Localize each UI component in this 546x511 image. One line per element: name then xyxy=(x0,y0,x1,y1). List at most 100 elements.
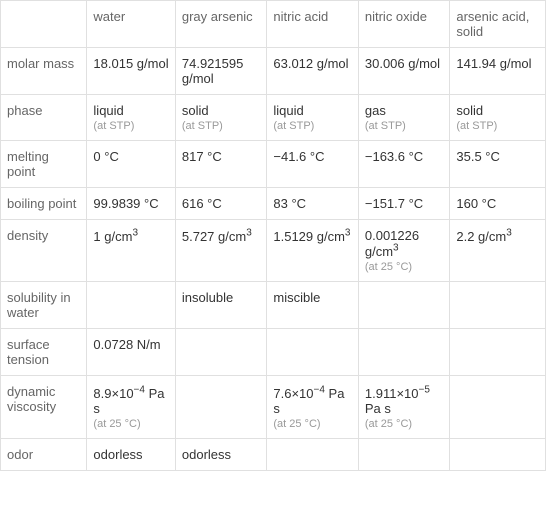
table-cell: 160 °C xyxy=(450,188,546,220)
table-row: dynamic viscosity8.9×10−4 Pa s (at 25 °C)… xyxy=(1,376,546,438)
table-row: density 1 g/cm3 5.727 g/cm3 1.5129 g/cm3 0.0… xyxy=(1,220,546,282)
column-header: arsenic acid, solid xyxy=(450,1,546,48)
table-row: solubility in water insoluble miscible xyxy=(1,282,546,329)
table-cell: 0.0728 N/m xyxy=(87,329,175,376)
cell-value: 35.5 °C xyxy=(456,149,500,164)
cell-value: odorless xyxy=(182,447,231,462)
column-header: nitric acid xyxy=(267,1,359,48)
table-cell xyxy=(450,438,546,470)
cell-value: −41.6 °C xyxy=(273,149,324,164)
table-cell: 74.921595 g/mol xyxy=(175,48,267,95)
table-body: molar mass 18.015 g/mol 74.921595 g/mol 63.… xyxy=(1,48,546,471)
column-header: nitric oxide xyxy=(358,1,450,48)
table-cell xyxy=(267,329,359,376)
table-cell: 0 °C xyxy=(87,141,175,188)
table-cell: solid (at STP) xyxy=(450,95,546,141)
cell-value: 63.012 g/mol xyxy=(273,56,348,71)
cell-value: 160 °C xyxy=(456,196,496,211)
table-row: boiling point 99.9839 °C 616 °C 83 °C −151.7… xyxy=(1,188,546,220)
table-cell: 35.5 °C xyxy=(450,141,546,188)
table-cell: 8.9×10−4 Pa s (at 25 °C) xyxy=(87,376,175,438)
row-header: surface tension xyxy=(1,329,87,376)
table-cell: 5.727 g/cm3 xyxy=(175,220,267,282)
table-cell: gas(at STP) xyxy=(358,95,450,141)
table-cell: 141.94 g/mol xyxy=(450,48,546,95)
cell-value: 5.727 g/cm3 xyxy=(182,229,252,244)
header-row: water gray arsenic nitric acid nitric ox… xyxy=(1,1,546,48)
row-header: solubility in water xyxy=(1,282,87,329)
table-cell xyxy=(267,438,359,470)
table-cell: odorless xyxy=(87,438,175,470)
table-row: surface tension 0.0728 N/m xyxy=(1,329,546,376)
row-header: phase xyxy=(1,95,87,141)
table-cell: miscible xyxy=(267,282,359,329)
cell-value: 2.2 g/cm3 xyxy=(456,229,511,244)
cell-subtext: (at STP) xyxy=(182,120,261,132)
cell-value: liquid xyxy=(93,103,123,118)
cell-value: 8.9×10−4 Pa s xyxy=(93,386,164,416)
row-header: density xyxy=(1,220,87,282)
cell-value: 0.001226 g/cm3 xyxy=(365,228,419,259)
table-cell: −151.7 °C xyxy=(358,188,450,220)
table-cell: 1.911×10−5 Pa s (at 25 °C) xyxy=(358,376,450,438)
cell-value: 74.921595 g/mol xyxy=(182,56,243,86)
cell-subtext: (at STP) xyxy=(93,120,168,132)
table-cell: solid (at STP) xyxy=(175,95,267,141)
cell-value: 1.911×10−5 Pa s xyxy=(365,386,430,416)
row-header: dynamic viscosity xyxy=(1,376,87,438)
table-cell: 30.006 g/mol xyxy=(358,48,450,95)
cell-value: 0.0728 N/m xyxy=(93,337,160,352)
table-row: melting point 0 °C 817 °C −41.6 °C −163.6 °C… xyxy=(1,141,546,188)
cell-value: liquid xyxy=(273,103,303,118)
table-cell: 83 °C xyxy=(267,188,359,220)
cell-value: −163.6 °C xyxy=(365,149,423,164)
table-cell xyxy=(358,438,450,470)
table-cell xyxy=(87,282,175,329)
table-row: phase liquid (at STP) solid (at STP) liquid (a… xyxy=(1,95,546,141)
table-cell: 18.015 g/mol xyxy=(87,48,175,95)
cell-value: 99.9839 °C xyxy=(93,196,158,211)
table-cell: 0.001226 g/cm3 (at 25 °C) xyxy=(358,220,450,282)
table-cell: 63.012 g/mol xyxy=(267,48,359,95)
cell-value: odorless xyxy=(93,447,142,462)
table-cell xyxy=(450,376,546,438)
cell-subtext: (at STP) xyxy=(273,120,352,132)
row-header: melting point xyxy=(1,141,87,188)
column-header: gray arsenic xyxy=(175,1,267,48)
table-cell: liquid (at STP) xyxy=(87,95,175,141)
table-cell: 616 °C xyxy=(175,188,267,220)
cell-subtext: (at 25 °C) xyxy=(273,418,352,430)
table-cell: liquid (at STP) xyxy=(267,95,359,141)
cell-value: solid xyxy=(456,103,483,118)
cell-value: insoluble xyxy=(182,290,233,305)
cell-value: solid xyxy=(182,103,209,118)
table-cell xyxy=(358,282,450,329)
table-cell: 99.9839 °C xyxy=(87,188,175,220)
table-cell: −163.6 °C xyxy=(358,141,450,188)
table-cell xyxy=(358,329,450,376)
cell-value: 1.5129 g/cm3 xyxy=(273,229,350,244)
cell-value: 83 °C xyxy=(273,196,306,211)
cell-subtext: (at 25 °C) xyxy=(365,418,444,430)
cell-subtext: (at 25 °C) xyxy=(93,418,168,430)
cell-subtext: (at STP) xyxy=(456,120,539,132)
table-cell: odorless xyxy=(175,438,267,470)
cell-value: 30.006 g/mol xyxy=(365,56,440,71)
cell-value: −151.7 °C xyxy=(365,196,423,211)
cell-value: 616 °C xyxy=(182,196,222,211)
row-header: molar mass xyxy=(1,48,87,95)
cell-value: 18.015 g/mol xyxy=(93,56,168,71)
table-cell: 7.6×10−4 Pa s(at 25 °C) xyxy=(267,376,359,438)
cell-value: gas xyxy=(365,103,386,118)
table-cell: 817 °C xyxy=(175,141,267,188)
table-cell: 1.5129 g/cm3 xyxy=(267,220,359,282)
cell-subtext: (at 25 °C) xyxy=(365,261,444,273)
row-header: boiling point xyxy=(1,188,87,220)
table-cell xyxy=(450,282,546,329)
cell-value: 817 °C xyxy=(182,149,222,164)
table-cell: 2.2 g/cm3 xyxy=(450,220,546,282)
table-cell: insoluble xyxy=(175,282,267,329)
cell-value: 0 °C xyxy=(93,149,118,164)
cell-value: 1 g/cm3 xyxy=(93,229,138,244)
cell-value: miscible xyxy=(273,290,320,305)
